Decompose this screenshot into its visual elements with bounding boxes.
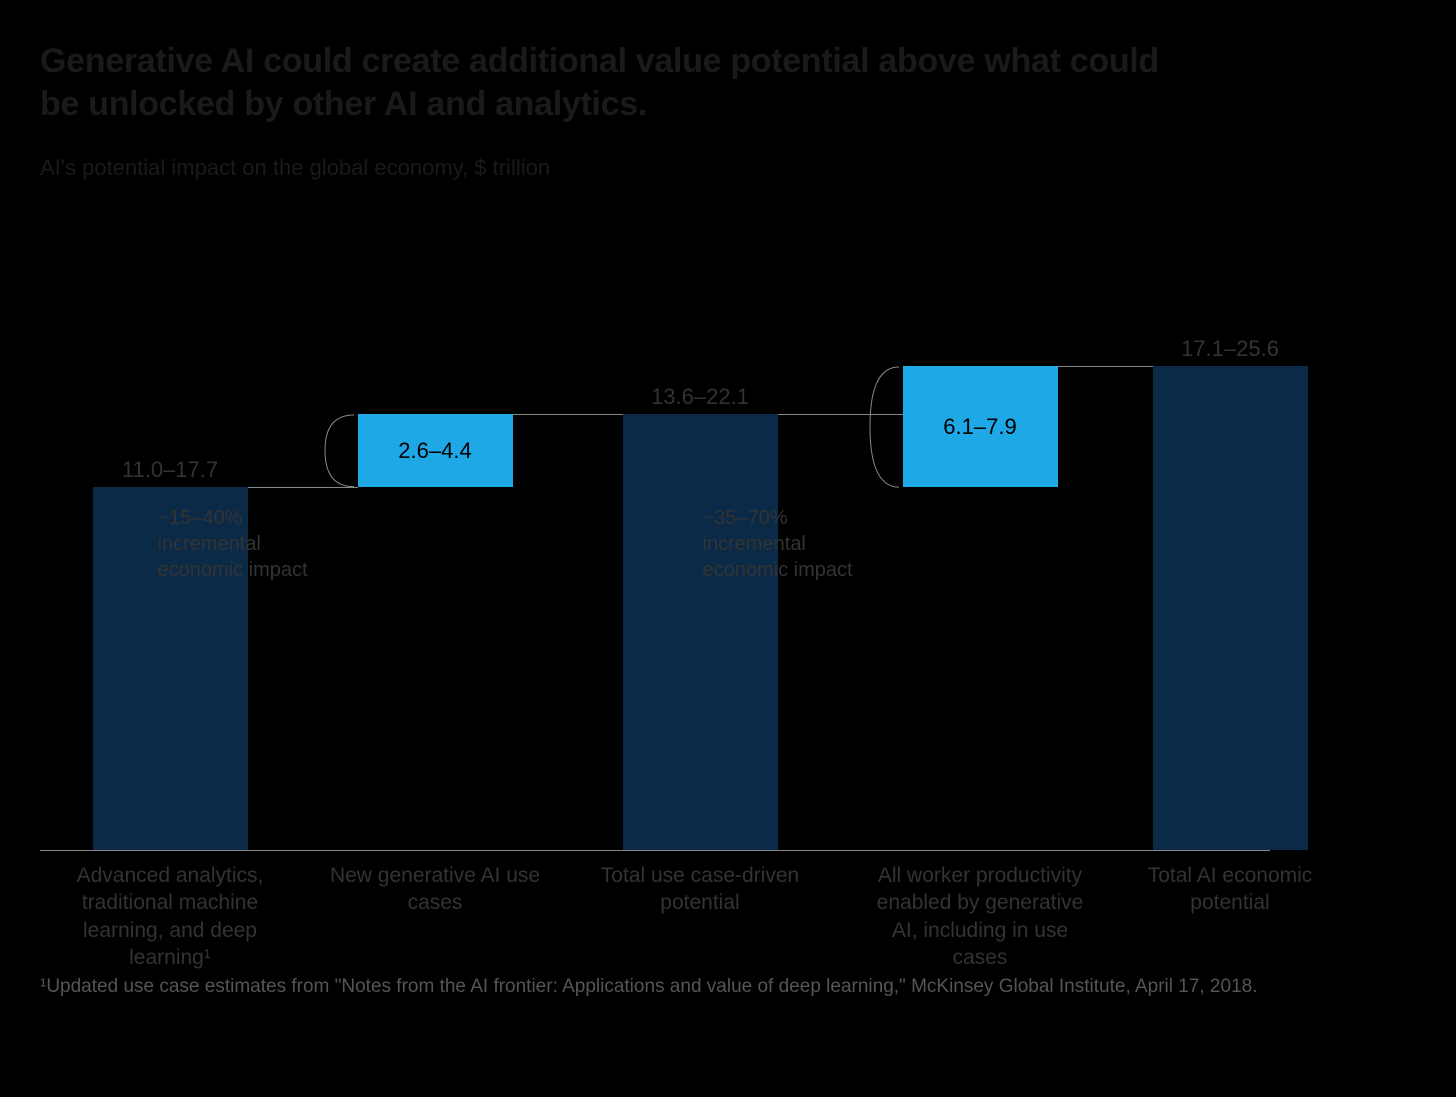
bar-value-label: 11.0–17.7 — [93, 457, 248, 483]
connector-line — [1058, 366, 1153, 367]
bar-total — [623, 414, 778, 850]
waterfall-chart: 11.0–17.7 Advanced analytics, traditional… — [40, 230, 1270, 1010]
bar-value-label: 6.1–7.9 — [903, 414, 1058, 440]
bracket-icon — [869, 366, 901, 489]
bar-value-label: 13.6–22.1 — [623, 384, 778, 410]
percent-callout: ~35–70% incremental economic impact — [703, 505, 868, 583]
x-axis-label: Total use case-driven potential — [590, 862, 810, 917]
x-axis-label: Total AI economic potential — [1120, 862, 1340, 917]
bracket-icon — [324, 414, 356, 489]
chart-container: Generative AI could create additional va… — [0, 0, 1456, 1097]
chart-subtitle: AI's potential impact on the global econ… — [40, 155, 1416, 181]
x-axis-label: All worker productivity enabled by gener… — [870, 862, 1090, 971]
chart-footnote: ¹Updated use case estimates from "Notes … — [40, 975, 1320, 1000]
chart-title: Generative AI could create additional va… — [40, 40, 1190, 125]
bar-value-label: 2.6–4.4 — [358, 438, 513, 464]
bar-total — [1153, 366, 1308, 850]
x-axis-label: New generative AI use cases — [325, 862, 545, 917]
percent-callout: ~15–40% incremental economic impact — [158, 505, 323, 583]
bar-value-label: 17.1–25.6 — [1153, 336, 1308, 362]
x-axis-label: Advanced analytics, traditional machine … — [60, 862, 280, 971]
connector-line — [513, 414, 623, 415]
x-axis — [40, 850, 1270, 851]
